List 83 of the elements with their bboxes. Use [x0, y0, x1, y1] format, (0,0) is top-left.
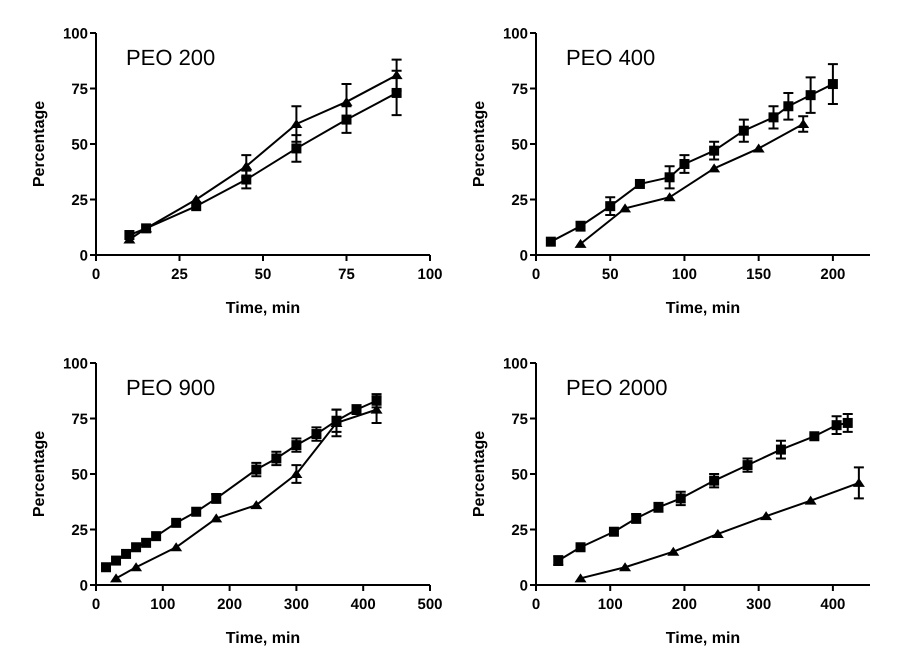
x-tick-label: 0: [532, 266, 540, 283]
x-tick-label: 200: [820, 266, 846, 283]
point: [664, 192, 676, 202]
x-tick-label: 0: [532, 596, 540, 613]
x-axis-title: Time, min: [226, 630, 300, 647]
point: [111, 556, 122, 566]
point: [190, 194, 202, 204]
point: [210, 513, 222, 522]
point: [170, 542, 182, 552]
y-tick-label: 50: [511, 136, 528, 154]
point: [250, 500, 262, 510]
point: [712, 528, 724, 538]
point: [546, 236, 556, 247]
point: [804, 496, 817, 505]
x-axis-title: Time, min: [226, 300, 300, 317]
x-tick-label: 75: [338, 266, 355, 283]
y-tick-label: 100: [62, 355, 88, 372]
point: [752, 143, 765, 152]
y-tick-label: 100: [502, 355, 528, 372]
x-tick-label: 300: [746, 596, 772, 613]
x-tick-label: 25: [171, 266, 188, 283]
y-tick-label: 75: [511, 80, 528, 98]
x-tick-label: 0: [92, 266, 100, 283]
point: [191, 506, 202, 517]
point: [130, 562, 142, 572]
point: [121, 548, 132, 559]
point: [619, 203, 632, 212]
x-tick-label: 400: [820, 596, 846, 613]
x-tick-label: 0: [92, 596, 100, 613]
y-tick-label: 50: [71, 466, 88, 484]
point: [634, 178, 645, 189]
y-axis-title: Percentage: [31, 430, 48, 518]
text: PEO 400: [566, 45, 656, 70]
x-tick-label: 300: [284, 596, 309, 613]
y-tick-label: 25: [71, 192, 88, 209]
y-tick-label: 75: [71, 80, 88, 98]
x-axis-title: Time, min: [666, 300, 740, 317]
point: [708, 163, 720, 172]
y-axis-title: Percentage: [31, 100, 48, 188]
y-tick-label: 25: [511, 522, 528, 539]
y-tick-label: 100: [62, 25, 88, 42]
point: [141, 538, 152, 548]
x-tick-label: 200: [672, 596, 697, 613]
point: [131, 542, 142, 552]
point: [576, 542, 586, 552]
text: PEO 2000: [566, 375, 668, 400]
y-tick-label: 50: [71, 136, 88, 154]
y-tick-label: 0: [520, 247, 528, 264]
text: PEO 900: [126, 375, 216, 400]
x-tick-label: 150: [746, 266, 772, 283]
x-tick-label: 100: [672, 266, 697, 283]
x-axis-title: Time, min: [666, 630, 740, 647]
text: PEO 200: [126, 45, 216, 70]
x-tick-label: 100: [598, 596, 623, 613]
y-tick-label: 25: [71, 522, 88, 539]
y-tick-label: 75: [71, 410, 88, 428]
y-tick-label: 0: [80, 577, 88, 594]
y-tick-label: 25: [511, 192, 528, 209]
point: [667, 546, 680, 556]
point: [608, 526, 619, 537]
point: [809, 431, 820, 442]
x-tick-label: 100: [150, 596, 176, 613]
y-tick-label: 0: [520, 577, 528, 594]
point: [760, 511, 772, 520]
point: [101, 562, 112, 572]
point: [574, 573, 587, 582]
point: [619, 562, 632, 572]
point: [574, 238, 587, 248]
x-tick-label: 500: [417, 596, 443, 613]
x-tick-label: 50: [602, 266, 619, 283]
y-axis-title: Percentage: [471, 100, 488, 188]
point: [110, 573, 122, 582]
y-axis-title: Percentage: [471, 430, 488, 518]
x-tick-label: 400: [350, 596, 376, 613]
y-tick-label: 50: [511, 466, 528, 484]
point: [171, 518, 182, 528]
y-tick-label: 75: [511, 410, 528, 428]
x-tick-label: 100: [417, 266, 443, 283]
point: [151, 531, 162, 542]
x-tick-label: 50: [254, 266, 272, 283]
y-tick-label: 100: [502, 25, 528, 42]
y-tick-label: 0: [80, 247, 88, 264]
x-tick-label: 200: [217, 596, 242, 613]
